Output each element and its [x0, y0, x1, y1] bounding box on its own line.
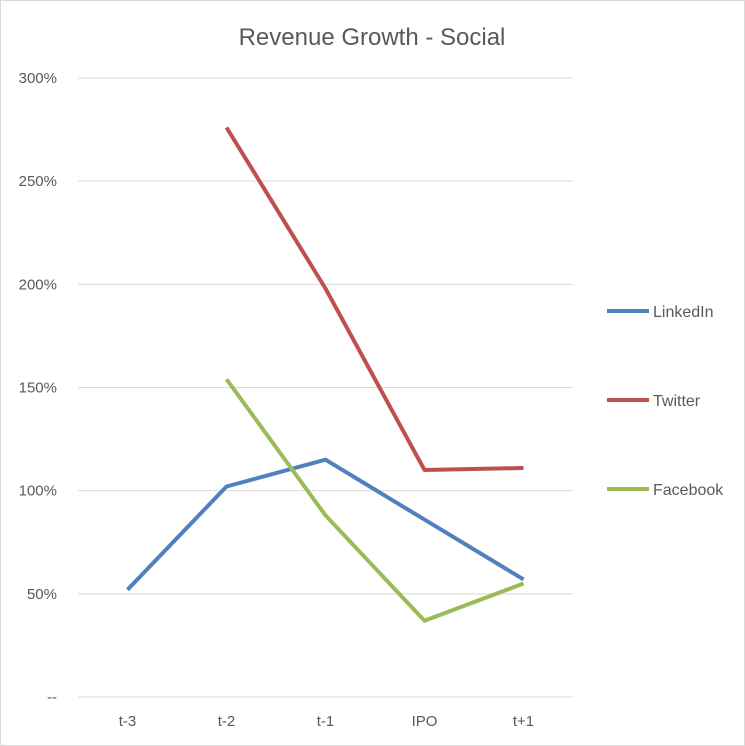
legend-label-facebook: Facebook: [653, 482, 724, 499]
y-tick-label: --: [47, 689, 57, 706]
legend: LinkedIn Twitter Facebook: [607, 304, 724, 499]
gridlines: [78, 77, 573, 698]
y-tick-label: 100%: [19, 483, 57, 500]
y-tick-label: 250%: [19, 173, 57, 190]
y-axis-tick-labels: -- 50% 100% 150% 200% 250% 300%: [19, 70, 57, 706]
legend-label-twitter: Twitter: [653, 393, 701, 410]
x-tick-label: IPO: [412, 713, 438, 730]
x-axis-tick-labels: t-3 t-2 t-1 IPO t+1: [119, 713, 534, 730]
legend-label-linkedin: LinkedIn: [653, 304, 714, 321]
x-tick-label: t+1: [513, 713, 534, 730]
series-lines: [126, 126, 525, 623]
y-tick-label: 150%: [19, 380, 57, 397]
series-line-facebook: [224, 378, 525, 623]
x-tick-label: t-1: [317, 713, 335, 730]
series-line-twitter: [224, 126, 524, 472]
y-tick-label: 200%: [19, 276, 57, 293]
x-tick-label: t-3: [119, 713, 137, 730]
series-line-linkedin: [126, 457, 525, 592]
chart-title: Revenue Growth - Social: [239, 24, 506, 51]
x-tick-label: t-2: [218, 713, 236, 730]
y-tick-label: 50%: [27, 586, 57, 603]
y-tick-label: 300%: [19, 70, 57, 87]
